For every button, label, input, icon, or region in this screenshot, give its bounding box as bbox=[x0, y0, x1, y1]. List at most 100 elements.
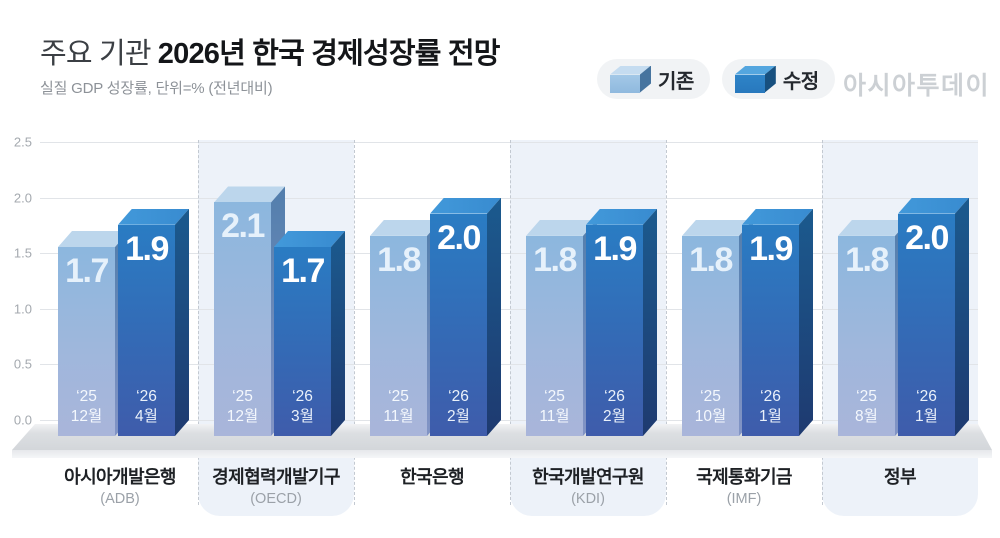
bar-date-month: 3월 bbox=[291, 407, 314, 425]
bar-date-month: 11월 bbox=[539, 407, 570, 425]
institution-name: 국제통화기금 bbox=[696, 467, 792, 487]
y-axis-tick-label: 2.0 bbox=[13, 190, 32, 206]
chart-legend: 기존 수정 bbox=[597, 59, 835, 99]
bar-value-label: 2.0 bbox=[437, 218, 481, 257]
bar-date-month: 4월 bbox=[135, 407, 158, 425]
institution-label: 경제협력개발기구 (OECD) bbox=[198, 463, 354, 507]
bar-date-year: ‘26 bbox=[604, 387, 625, 405]
bar-side-face-revised bbox=[643, 209, 657, 436]
bar-value-label: 1.7 bbox=[65, 251, 109, 290]
bar-top-face-existing bbox=[370, 220, 441, 236]
bar-top-face-revised bbox=[742, 209, 813, 225]
institution-label: 한국개발연구원 (KDI) bbox=[510, 463, 666, 507]
bar-date-year: ‘26 bbox=[760, 387, 781, 405]
bar-top-face-revised bbox=[586, 209, 657, 225]
institution-name: 한국개발연구원 bbox=[532, 467, 644, 487]
bar-existing: 1.7 ‘25 12월 bbox=[58, 246, 115, 436]
legend-label-existing: 기존 bbox=[658, 70, 694, 93]
page-subtitle: 실질 GDP 성장률, 단위=% (전년대비) bbox=[40, 80, 273, 97]
page-title-main: 2026년 한국 경제성장률 전망 bbox=[157, 38, 501, 70]
bar-date-year: ‘25 bbox=[544, 387, 565, 405]
page-title-prefix: 주요 기관 bbox=[40, 38, 152, 70]
bar-existing: 1.8 ‘25 11월 bbox=[370, 235, 427, 436]
bar-date-label: ‘26 2월 bbox=[430, 387, 487, 427]
bar-top-face-existing bbox=[526, 220, 597, 236]
bar-date-label: ‘26 2월 bbox=[586, 387, 643, 427]
institution-name: 한국은행 bbox=[400, 467, 464, 487]
bar-side-face-revised bbox=[175, 209, 189, 436]
institution-name: 경제협력개발기구 bbox=[212, 467, 340, 487]
bar-existing: 1.8 ‘25 11월 bbox=[526, 235, 583, 436]
bar-date-month: 8월 bbox=[855, 407, 878, 425]
bar-existing: 2.1 ‘25 12월 bbox=[214, 202, 271, 436]
bar-revised: 1.9 ‘26 2월 bbox=[586, 224, 643, 436]
institution-label: 국제통화기금 (IMF) bbox=[666, 463, 822, 507]
group-separator-line bbox=[822, 140, 823, 505]
bar-date-label: ‘25 11월 bbox=[370, 387, 427, 427]
bar-value-label: 1.8 bbox=[533, 240, 577, 279]
institution-label: 한국은행 bbox=[354, 463, 510, 489]
bar-existing: 1.8 ‘25 10월 bbox=[682, 235, 739, 436]
bar-existing: 1.8 ‘25 8월 bbox=[838, 235, 895, 436]
bar-side-face-revised bbox=[955, 198, 969, 436]
gridline bbox=[40, 420, 978, 421]
legend-item-revised: 수정 bbox=[721, 59, 835, 99]
bar-date-month: 12월 bbox=[226, 407, 259, 425]
group-separator-line bbox=[198, 140, 199, 505]
bar-date-year: ‘25 bbox=[232, 387, 253, 405]
bar-date-year: ‘26 bbox=[448, 387, 469, 405]
institution-abbreviation: (OECD) bbox=[250, 491, 302, 507]
bar-revised: 1.7 ‘26 3월 bbox=[274, 246, 331, 436]
bar-value-label: 2.1 bbox=[221, 207, 265, 246]
bar-top-face-existing bbox=[58, 231, 129, 247]
gridline bbox=[40, 308, 978, 310]
bar-side-face-revised bbox=[487, 198, 501, 436]
institution-label: 아시아개발은행 (ADB) bbox=[42, 463, 198, 507]
bar-date-year: ‘26 bbox=[292, 387, 313, 405]
bar-top-face-revised bbox=[118, 209, 189, 225]
institution-abbreviation: (ADB) bbox=[100, 491, 140, 507]
bar-date-label: ‘25 12월 bbox=[214, 387, 271, 427]
gridline bbox=[40, 197, 978, 199]
bar-value-label: 1.8 bbox=[689, 240, 733, 279]
bar-date-year: ‘26 bbox=[136, 387, 157, 405]
y-axis-tick-label: 1.5 bbox=[13, 245, 32, 261]
bar-date-month: 2월 bbox=[447, 407, 470, 425]
bar-date-label: ‘26 1월 bbox=[742, 387, 799, 427]
group-separator-line bbox=[510, 140, 511, 505]
bar-value-label: 2.0 bbox=[905, 218, 949, 257]
bar-date-year: ‘25 bbox=[388, 387, 409, 405]
bar-value-label: 1.9 bbox=[593, 229, 637, 268]
gridline bbox=[40, 253, 978, 255]
bar-date-label: ‘25 12월 bbox=[58, 387, 115, 427]
bar-top-face-revised bbox=[430, 198, 501, 214]
bar-date-label: ‘26 4월 bbox=[118, 387, 175, 427]
gridline bbox=[40, 364, 978, 366]
bar-value-label: 1.9 bbox=[125, 229, 169, 268]
chart-floor-front bbox=[12, 450, 992, 458]
bar-value-label: 1.8 bbox=[845, 240, 889, 279]
group-separator-line bbox=[666, 140, 667, 505]
bar-top-face-existing bbox=[838, 220, 909, 236]
group-separator-line bbox=[354, 140, 355, 505]
bar-top-face-revised bbox=[274, 231, 345, 247]
bar-revised: 2.0 ‘26 2월 bbox=[430, 213, 487, 436]
bar-date-label: ‘26 3월 bbox=[274, 387, 331, 427]
bar-top-face-revised bbox=[898, 198, 969, 214]
bar-date-month: 2월 bbox=[603, 407, 626, 425]
bar-date-label: ‘25 11월 bbox=[526, 387, 583, 427]
institution-name: 아시아개발은행 bbox=[64, 467, 176, 487]
bar-date-label: ‘25 8월 bbox=[838, 387, 895, 427]
bar-side-face-revised bbox=[331, 231, 345, 436]
gridline bbox=[40, 142, 978, 143]
bar-date-year: ‘25 bbox=[700, 387, 721, 405]
bar-revised: 1.9 ‘26 4월 bbox=[118, 224, 175, 436]
bar-date-year: ‘25 bbox=[856, 387, 877, 405]
y-axis-tick-label: 2.5 bbox=[13, 134, 32, 150]
bar-value-label: 1.9 bbox=[749, 229, 793, 268]
bar-date-year: ‘26 bbox=[916, 387, 937, 405]
bar-value-label: 1.8 bbox=[377, 240, 421, 279]
y-axis-tick-label: 0.0 bbox=[13, 412, 32, 428]
